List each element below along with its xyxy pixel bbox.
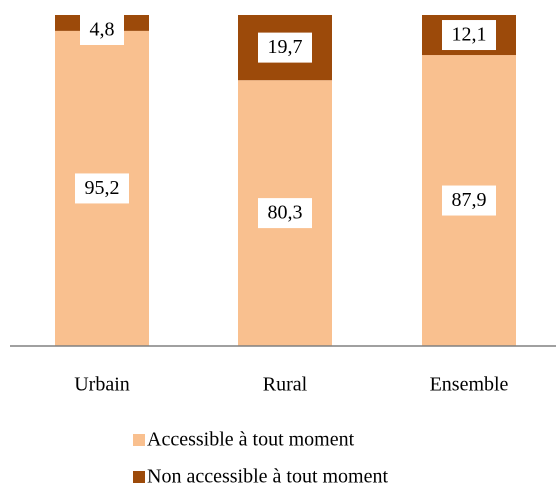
label-box	[258, 198, 312, 229]
data-label: 19,7	[268, 36, 303, 58]
label-box	[75, 173, 129, 204]
data-label: 80,3	[268, 202, 303, 224]
data-label: 4,8	[90, 19, 115, 41]
label-box	[442, 185, 496, 216]
legend-label: Accessible à tout moment	[147, 429, 355, 451]
data-label: 95,2	[85, 177, 120, 199]
x-tick-label: Urbain	[74, 374, 130, 396]
legend-swatch	[133, 434, 145, 446]
x-tick-label: Ensemble	[430, 374, 509, 396]
label-box	[442, 20, 496, 51]
data-label: 12,1	[452, 24, 487, 46]
legend-swatch	[133, 471, 145, 483]
label-box	[80, 15, 124, 45]
data-label: 87,9	[452, 189, 487, 211]
x-tick-label: Rural	[263, 374, 308, 396]
legend-label: Non accessible à tout moment	[147, 466, 388, 488]
label-box	[258, 32, 312, 63]
